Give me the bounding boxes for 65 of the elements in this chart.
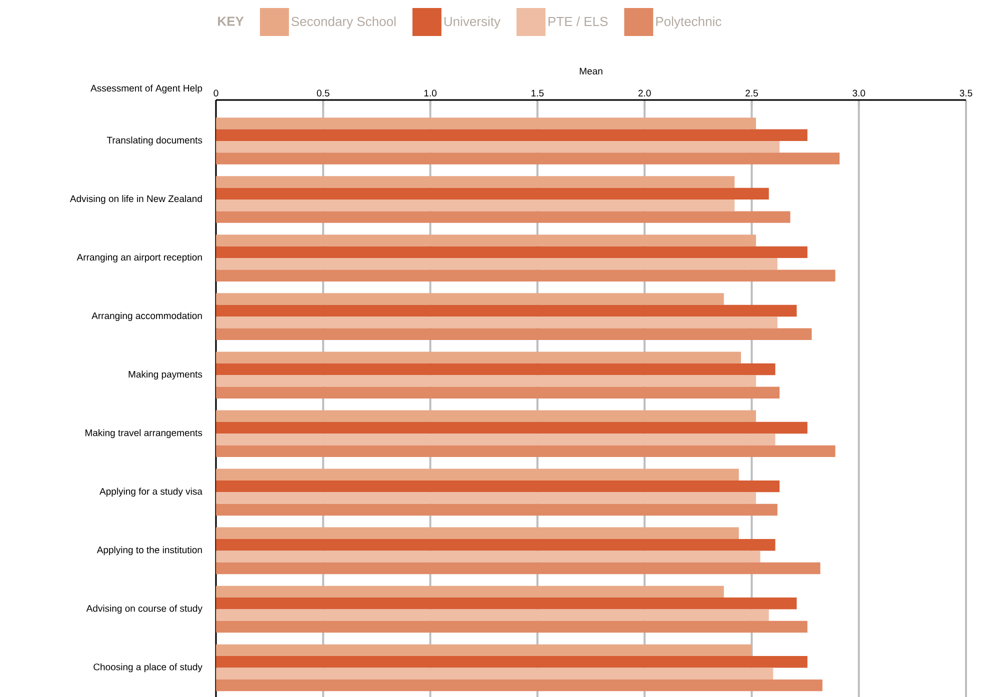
x-tick-label: 3.0 (852, 90, 866, 96)
bar (216, 176, 735, 188)
y-tick-label: Arranging accommodation (92, 312, 202, 322)
bar (216, 234, 756, 246)
bar (216, 118, 756, 130)
bar (216, 211, 790, 223)
y-tick-label: Choosing a place of study (94, 663, 202, 672)
bar (216, 422, 808, 434)
y-tick-label: Applying to the institution (96, 546, 202, 556)
bar (216, 445, 836, 458)
bar (216, 609, 769, 621)
bar (216, 598, 797, 610)
y-axis-title: Assessment of Agent Help (90, 84, 202, 94)
bar (216, 668, 774, 680)
x-tick-label: 3.5 (960, 90, 972, 96)
bar (216, 620, 808, 633)
bar (216, 492, 756, 504)
bar (216, 328, 812, 340)
bar (216, 316, 778, 328)
x-tick-label: 0 (214, 90, 218, 96)
x-axis-title: Mean (580, 68, 602, 74)
bar (216, 538, 776, 551)
bar (216, 258, 778, 270)
legend-label: Secondary School (292, 16, 396, 29)
bar (216, 152, 840, 164)
bar (216, 468, 739, 480)
bar (216, 293, 724, 305)
bar (216, 410, 756, 422)
bar (216, 304, 797, 317)
bar (216, 363, 776, 376)
bar (216, 246, 808, 258)
legend-label: University (444, 16, 500, 29)
bar (216, 644, 752, 656)
legend-label: PTE / ELS (548, 16, 608, 26)
y-tick-label: Translating documents (106, 136, 202, 146)
y-tick-label: Making payments (128, 370, 202, 380)
bar (216, 586, 724, 598)
x-tick-label: 1.0 (424, 90, 437, 96)
bar (216, 140, 780, 153)
bar (216, 375, 756, 387)
bar (216, 504, 778, 516)
bar (216, 527, 739, 539)
y-tick-label: Arranging an airport reception (76, 254, 202, 262)
y-tick-label: Advising on course of study (86, 604, 202, 614)
x-tick-label: 1.5 (532, 90, 544, 96)
bar (216, 550, 760, 562)
bar (216, 386, 780, 399)
x-tick-label: 0.5 (316, 90, 330, 96)
bar (216, 200, 735, 212)
bar (216, 270, 836, 282)
bar (216, 352, 742, 364)
y-tick-label: Applying for a study visa (100, 488, 202, 497)
x-tick-label: 2.5 (746, 90, 758, 96)
x-tick-label: 2.0 (638, 90, 651, 96)
bar (216, 188, 769, 200)
bar (216, 562, 820, 574)
bar (216, 656, 808, 668)
bar (216, 129, 808, 141)
y-tick-label: Making travel arrangements (86, 429, 202, 438)
bar (216, 434, 776, 446)
bar (216, 480, 780, 492)
legend-title: KEY (218, 16, 244, 26)
y-tick-label: Advising on life in New Zealand (70, 195, 202, 204)
legend-label: Polytechnic (656, 16, 722, 29)
bar (216, 679, 822, 692)
